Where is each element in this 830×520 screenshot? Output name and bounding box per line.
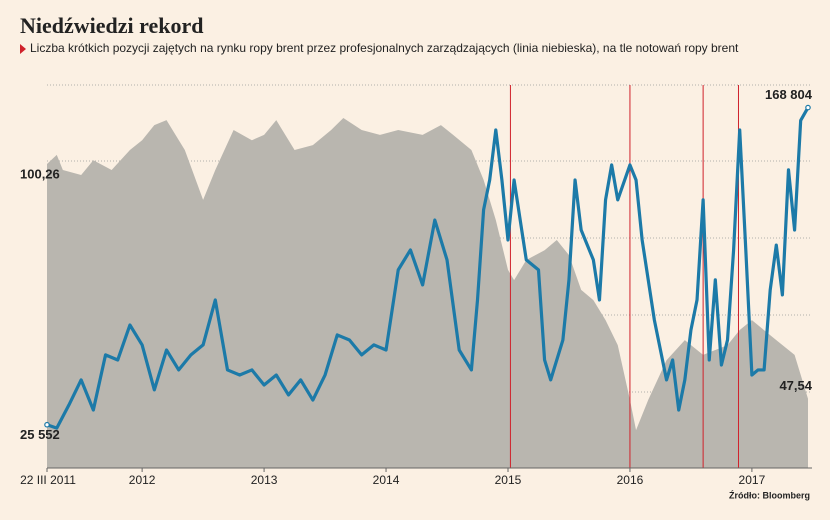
chart-title: Niedźwiedzi rekord	[20, 13, 204, 38]
value-label: 47,54	[779, 378, 812, 393]
x-tick-label: 22 III 2011	[20, 473, 76, 487]
end-point	[805, 104, 811, 111]
bullet	[20, 44, 26, 54]
source: Źródło: Bloomberg	[729, 490, 810, 500]
x-tick-label: 2017	[739, 473, 766, 487]
chart-subtitle: Liczba krótkich pozycji zajętych na rynk…	[30, 41, 739, 55]
x-tick-label: 2012	[129, 473, 156, 487]
value-label: 100,26	[20, 166, 60, 181]
end-point	[44, 421, 50, 428]
area	[47, 117, 808, 468]
value-label: 25 552	[20, 427, 60, 442]
x-tick-label: 2016	[617, 473, 644, 487]
x-tick-label: 2014	[373, 473, 400, 487]
x-tick-label: 2015	[495, 473, 522, 487]
x-tick-label: 2013	[251, 473, 278, 487]
plot: 100,26 47,54 25 552 168 804 22 III 2011 2012 2…	[20, 85, 813, 487]
value-label: 168 804	[765, 87, 813, 102]
line	[46, 106, 810, 430]
